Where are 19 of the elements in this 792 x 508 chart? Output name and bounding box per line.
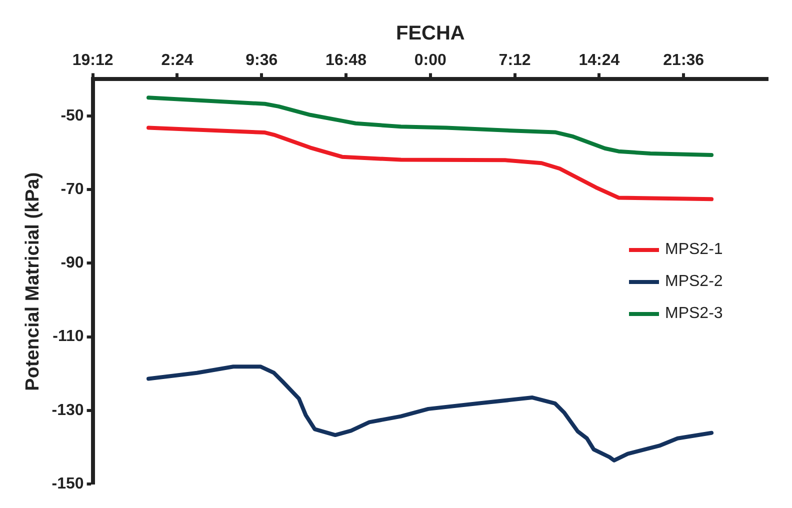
x-tick-label: 19:12 [72, 52, 114, 70]
x-tick-label: 2:24 [161, 52, 194, 70]
x-tick-label: 14:24 [578, 52, 620, 70]
legend-label: MPS2-2 [665, 272, 723, 291]
x-tick-label: 0:00 [414, 52, 447, 70]
y-tick-label: -110 [52, 328, 84, 346]
y-tick-label: -70 [60, 181, 84, 198]
y-tick-label: -130 [52, 402, 84, 419]
legend-label: MPS2-1 [665, 240, 723, 259]
y-axis-title: Potencial Matricial (kPa) [22, 172, 44, 391]
x-axis-title: FECHA [396, 22, 465, 45]
x-tick-label: 9:36 [246, 52, 278, 70]
x-tick-label: 7:12 [498, 52, 531, 70]
x-tick-label: 21:36 [663, 52, 704, 70]
y-tick-label: -90 [60, 254, 84, 272]
y-tick-label: -150 [52, 475, 84, 492]
y-tick-label: -50 [60, 107, 84, 124]
x-tick-label: 16:48 [326, 52, 367, 70]
legend-label: MPS2-3 [665, 304, 723, 323]
